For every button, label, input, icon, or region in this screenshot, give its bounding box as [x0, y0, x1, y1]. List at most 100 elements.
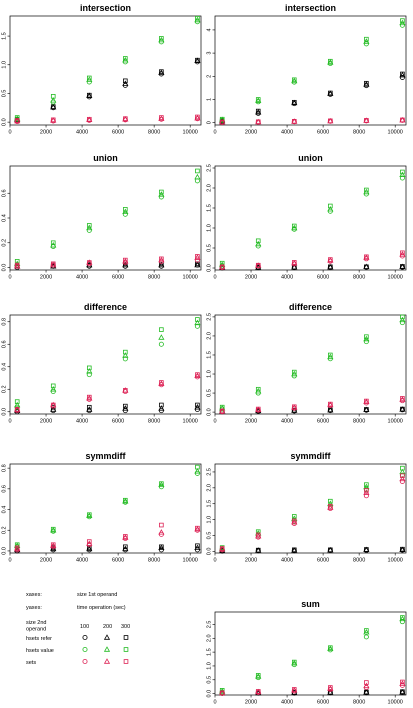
- y-tick-label: 1.0: [207, 224, 213, 232]
- y-tick-label: 0.0: [2, 264, 8, 272]
- data-point: [400, 18, 405, 23]
- data-point: [123, 349, 128, 355]
- panel-title: symmdiff: [290, 451, 331, 461]
- data-point: [399, 251, 406, 257]
- legend-row-label-hsets-refer: hsets refer: [26, 636, 52, 642]
- data-point: [122, 498, 129, 504]
- panel-frame: [214, 165, 407, 271]
- x-tick-label: 8000: [148, 130, 160, 136]
- legend-markers: [82, 634, 129, 665]
- data-point: [399, 689, 406, 695]
- x-tick-label: 6000: [317, 419, 329, 425]
- x-tick-label: 10000: [183, 130, 198, 136]
- x-tick-label: 4000: [281, 275, 293, 281]
- data-point: [50, 117, 57, 123]
- x-tick-label: 8000: [353, 275, 365, 281]
- data-point: [158, 544, 165, 551]
- x-tick-label: 2000: [245, 700, 257, 706]
- data-point: [327, 257, 334, 263]
- data-point: [400, 615, 405, 620]
- y-tick-label: 0.8: [2, 318, 8, 326]
- data-point: [86, 260, 92, 265]
- data-point: [158, 408, 164, 414]
- data-point: [219, 408, 225, 414]
- data-point: [363, 493, 369, 499]
- panel-title: intersection: [80, 3, 131, 13]
- legend-yaxes-key: yaxes:: [26, 605, 42, 611]
- data-point: [291, 260, 297, 265]
- data-point: [291, 687, 297, 692]
- data-point: [122, 352, 129, 358]
- x-tick-label: 10000: [388, 700, 403, 706]
- data-point: [400, 396, 405, 401]
- legend-row-label-sets: sets: [26, 660, 36, 666]
- y-tick-label: 0.5: [207, 532, 213, 540]
- data-point: [291, 118, 297, 124]
- data-point: [328, 401, 333, 407]
- data-point: [327, 90, 334, 96]
- data-point: [327, 205, 334, 212]
- legend-size-header-line-2: operand: [26, 627, 46, 633]
- y-tick-label: 0.6: [2, 485, 8, 493]
- data-point: [255, 532, 262, 539]
- panel-frame: [214, 15, 407, 126]
- panel-title: symmdiff: [85, 451, 126, 461]
- panel-title: union: [93, 153, 118, 163]
- data-point: [328, 352, 333, 358]
- data-point: [50, 94, 56, 99]
- data-point: [158, 529, 165, 535]
- data-point: [86, 394, 92, 400]
- data-point: [158, 69, 165, 76]
- data-point: [159, 115, 164, 120]
- x-tick-label: 10000: [388, 275, 403, 281]
- x-tick-label: 0: [213, 700, 216, 706]
- data-point: [122, 211, 128, 217]
- x-tick-label: 0: [8, 558, 11, 564]
- data-point: [194, 468, 201, 474]
- data-point: [122, 80, 129, 86]
- data-point: [399, 619, 405, 625]
- data-point: [122, 116, 129, 122]
- data-point: [86, 223, 92, 228]
- x-tick-label: 0: [8, 419, 11, 425]
- data-point: [50, 383, 56, 389]
- x-tick-label: 6000: [112, 130, 124, 136]
- panel-frame: [9, 165, 202, 271]
- x-tick-label: 4000: [76, 558, 88, 564]
- y-tick-label: 0.0: [207, 548, 213, 556]
- x-tick-label: 6000: [317, 558, 329, 564]
- data-point: [255, 240, 262, 247]
- x-tick-label: 0: [213, 130, 216, 136]
- y-tick-label: 0.5: [207, 676, 213, 684]
- data-point: [194, 16, 201, 23]
- x-tick-label: 0: [213, 275, 216, 281]
- data-point: [328, 685, 333, 690]
- data-point: [328, 58, 333, 64]
- data-point: [122, 56, 129, 63]
- data-point: [399, 74, 405, 80]
- x-tick-label: 6000: [112, 558, 124, 564]
- y-tick-label: 3: [207, 52, 213, 55]
- data-point: [291, 547, 298, 553]
- data-point: [399, 316, 406, 323]
- data-point: [50, 240, 56, 246]
- x-tick-label: 6000: [112, 275, 124, 281]
- x-tick-label: 0: [8, 130, 11, 136]
- legend-marker: [123, 635, 129, 640]
- data-point: [363, 682, 370, 689]
- data-point: [86, 539, 92, 544]
- data-point: [50, 388, 56, 394]
- data-point: [400, 117, 405, 123]
- data-point: [195, 543, 200, 549]
- y-tick-label: 1.0: [207, 516, 213, 524]
- data-point: [364, 334, 369, 339]
- x-tick-label: 6000: [317, 275, 329, 281]
- data-point: [159, 522, 164, 528]
- panel-frame: [9, 314, 202, 415]
- y-tick-label: 0.6: [2, 189, 8, 197]
- x-tick-label: 4000: [281, 700, 293, 706]
- y-tick-label: 4: [207, 28, 213, 31]
- panel-5: difference 0 2000 4000 6000 8000 10000 0.0 0.2 0.…: [2, 302, 202, 425]
- legend-marker: [123, 659, 129, 664]
- data-point: [14, 407, 20, 412]
